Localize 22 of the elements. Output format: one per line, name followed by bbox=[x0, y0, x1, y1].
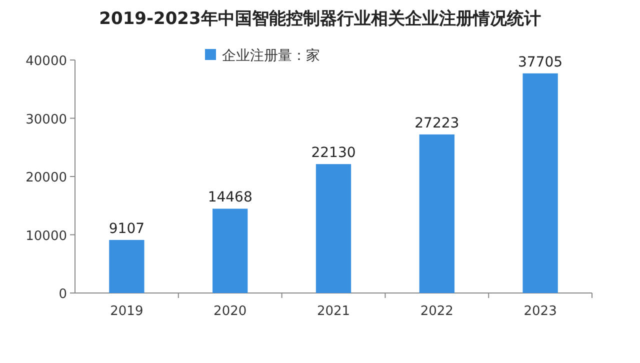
data-label: 9107 bbox=[108, 220, 145, 237]
data-label: 22130 bbox=[311, 145, 356, 162]
y-tick-label: 0 bbox=[58, 287, 67, 302]
legend-label: 企业注册量：家 bbox=[222, 48, 320, 64]
x-tick-label: 2023 bbox=[524, 304, 557, 319]
x-tick-label: 2021 bbox=[316, 304, 350, 319]
y-tick-label: 40000 bbox=[26, 54, 67, 69]
bar bbox=[212, 208, 248, 293]
bar bbox=[522, 73, 558, 293]
chart-title: 2019-2023年中国智能控制器行业相关企业注册情况统计 bbox=[99, 9, 541, 29]
x-tick-label: 2019 bbox=[110, 304, 144, 319]
data-label: 37705 bbox=[518, 54, 563, 70]
y-tick-label: 20000 bbox=[26, 170, 67, 186]
data-label: 27223 bbox=[414, 115, 460, 132]
x-tick-label: 2022 bbox=[420, 304, 454, 319]
y-tick-label: 10000 bbox=[26, 228, 67, 244]
data-label: 14468 bbox=[208, 190, 252, 206]
x-tick-label: 2020 bbox=[214, 304, 247, 319]
bar bbox=[419, 134, 454, 293]
y-tick-label: 30000 bbox=[26, 112, 67, 128]
bar bbox=[316, 164, 352, 293]
bar bbox=[109, 240, 144, 293]
